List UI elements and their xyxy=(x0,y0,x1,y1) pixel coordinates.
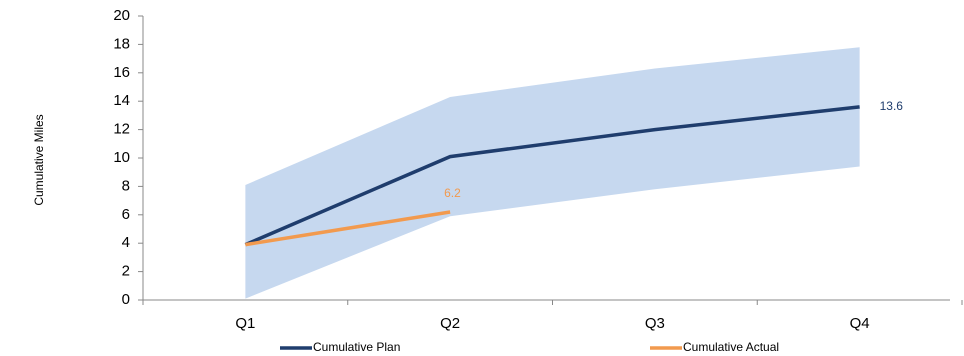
data-label: 6.2 xyxy=(444,186,461,200)
y-tick-label: 14 xyxy=(113,92,130,109)
y-tick-label: 10 xyxy=(113,149,130,166)
y-tick-label: 16 xyxy=(113,64,130,81)
legend-label: Cumulative Plan xyxy=(313,340,400,354)
y-tick-label: 20 xyxy=(113,7,130,24)
x-tick-label: Q2 xyxy=(440,315,460,332)
y-tick-label: 6 xyxy=(122,206,130,223)
series-line xyxy=(244,105,860,247)
data-label: 13.6 xyxy=(880,99,904,113)
y-axis-label: Cumulative Miles xyxy=(32,114,46,205)
y-tick-label: 18 xyxy=(113,35,130,52)
y-tick-label: 4 xyxy=(122,234,130,251)
x-tick-label: Q3 xyxy=(645,315,665,332)
y-tick-label: 0 xyxy=(122,291,130,308)
y-tick-label: 2 xyxy=(122,263,130,280)
legend-label: Cumulative Actual xyxy=(683,340,779,354)
x-tick-label: Q1 xyxy=(235,315,255,332)
y-tick-label: 8 xyxy=(122,177,130,194)
x-tick-label: Q4 xyxy=(850,315,870,332)
y-tick-label: 12 xyxy=(113,121,130,138)
range-band xyxy=(245,47,860,299)
series-line xyxy=(245,210,451,247)
